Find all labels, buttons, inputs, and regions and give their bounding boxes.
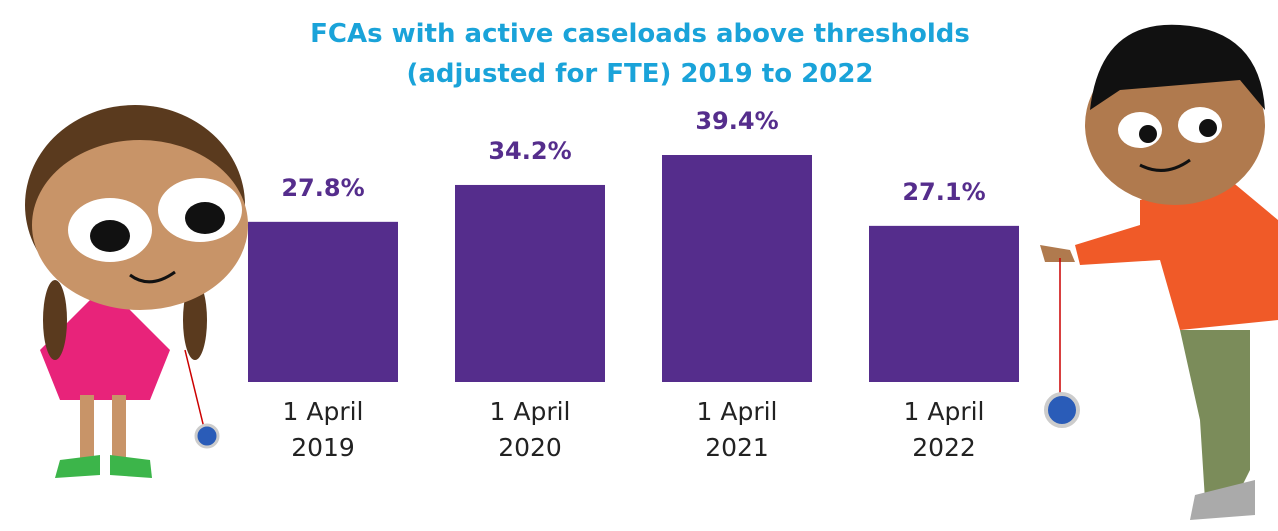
bar: [869, 225, 1019, 382]
bar: [455, 184, 605, 382]
chart-title: FCAs with active caseloads above thresho…: [310, 19, 970, 89]
x-tick-label: 1 April 2020: [489, 397, 571, 462]
x-tick-label: 1 April 2022: [903, 397, 985, 462]
x-tick-label: 1 April 2021: [696, 397, 778, 462]
bar: [248, 221, 398, 382]
value-label: 39.4%: [695, 107, 779, 135]
value-label: 34.2%: [488, 136, 572, 165]
value-label: 27.1%: [902, 177, 986, 206]
boy-illustration: [1040, 24, 1278, 520]
girl-illustration: [25, 105, 248, 478]
value-label: 27.8%: [281, 173, 365, 202]
x-tick-label: 1 April 2019: [282, 397, 364, 462]
bar: [662, 155, 812, 382]
